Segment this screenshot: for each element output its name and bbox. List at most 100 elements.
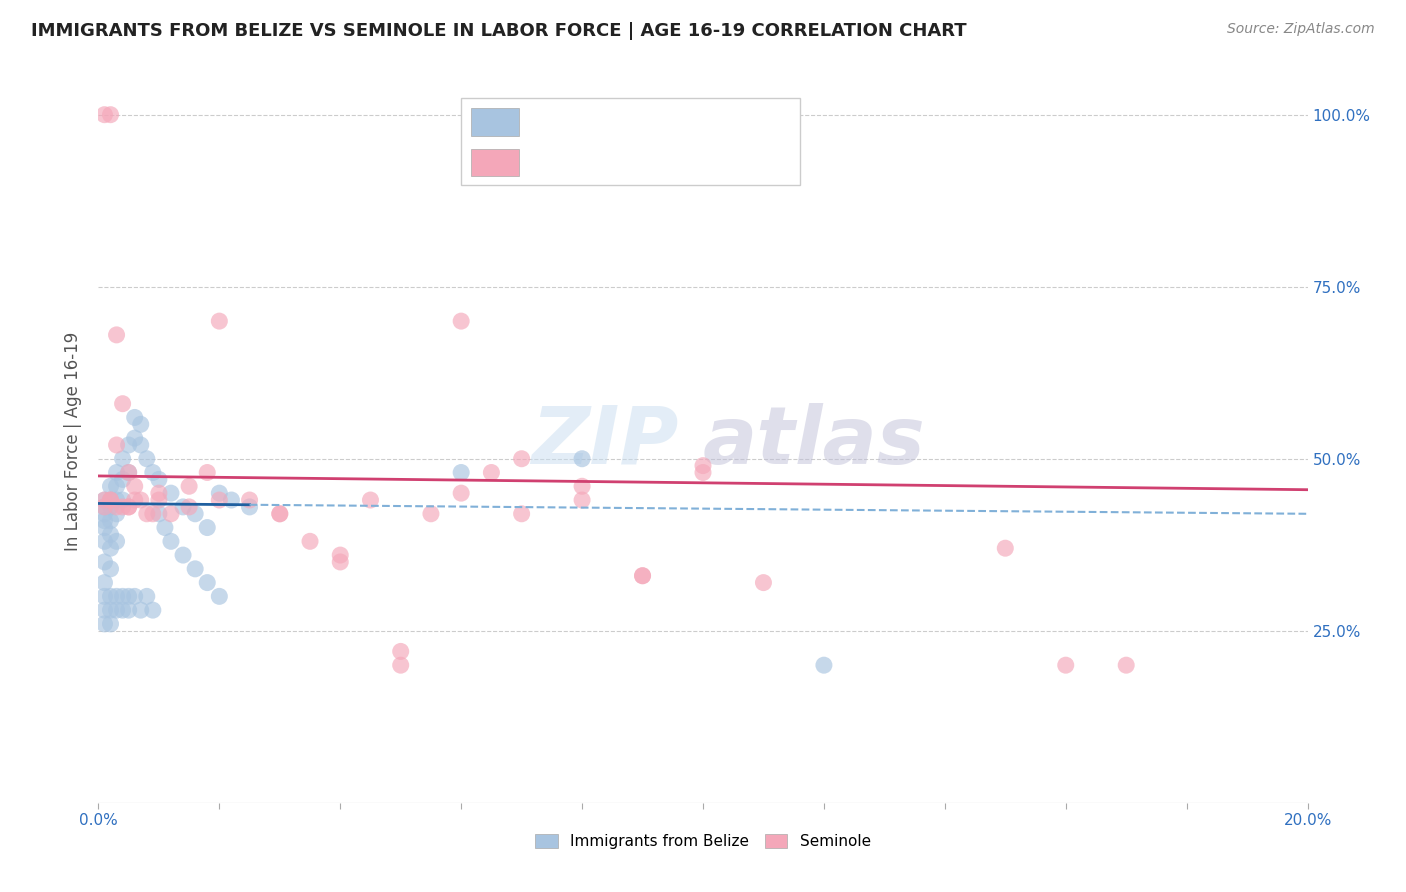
Point xyxy=(100,108,122,122)
Point xyxy=(692,466,714,480)
Point xyxy=(124,410,146,425)
Point xyxy=(118,438,141,452)
Point xyxy=(111,500,134,514)
Text: Source: ZipAtlas.com: Source: ZipAtlas.com xyxy=(1227,22,1375,37)
Point xyxy=(93,493,115,508)
Point xyxy=(172,500,194,514)
Text: IMMIGRANTS FROM BELIZE VS SEMINOLE IN LABOR FORCE | AGE 16-19 CORRELATION CHART: IMMIGRANTS FROM BELIZE VS SEMINOLE IN LA… xyxy=(31,22,966,40)
Point xyxy=(389,644,412,658)
Point xyxy=(195,520,218,534)
Point xyxy=(118,603,141,617)
Point xyxy=(100,590,122,604)
Y-axis label: In Labor Force | Age 16-19: In Labor Force | Age 16-19 xyxy=(65,332,83,551)
Point xyxy=(100,603,122,617)
Point xyxy=(93,616,115,631)
Point xyxy=(93,534,115,549)
Point xyxy=(221,493,243,508)
Point xyxy=(100,562,122,576)
Point xyxy=(129,603,152,617)
Point xyxy=(93,520,115,534)
Text: ZIP: ZIP xyxy=(531,402,679,481)
Point xyxy=(420,507,443,521)
Point xyxy=(100,493,122,508)
Point xyxy=(111,472,134,486)
Point xyxy=(142,507,165,521)
Point xyxy=(100,541,122,556)
Point xyxy=(118,500,141,514)
Point xyxy=(105,534,128,549)
Point xyxy=(208,314,231,328)
Point xyxy=(360,493,382,508)
Point xyxy=(179,479,201,493)
Point xyxy=(160,534,183,549)
Point xyxy=(111,603,134,617)
Point xyxy=(269,507,291,521)
Point xyxy=(93,500,115,514)
Point xyxy=(195,575,218,590)
Point xyxy=(100,493,122,508)
Point xyxy=(481,466,503,480)
Point xyxy=(93,500,115,514)
Point xyxy=(450,466,472,480)
Point xyxy=(329,548,352,562)
Point xyxy=(105,438,128,452)
Point xyxy=(239,500,262,514)
Point xyxy=(142,603,165,617)
Point xyxy=(124,431,146,445)
Point xyxy=(148,486,170,500)
Point xyxy=(105,507,128,521)
Point xyxy=(93,575,115,590)
Point xyxy=(389,658,412,673)
Point xyxy=(450,314,472,328)
Point xyxy=(93,555,115,569)
Point xyxy=(184,562,207,576)
Point xyxy=(111,451,134,466)
Point xyxy=(93,603,115,617)
Point xyxy=(135,507,157,521)
Point xyxy=(100,514,122,528)
Point xyxy=(994,541,1017,556)
Point xyxy=(142,466,165,480)
Point xyxy=(105,493,128,508)
Point xyxy=(93,507,115,521)
Point xyxy=(692,458,714,473)
Point xyxy=(208,493,231,508)
Point xyxy=(124,590,146,604)
Point xyxy=(571,479,593,493)
Point xyxy=(135,451,157,466)
Point xyxy=(329,555,352,569)
Point xyxy=(269,507,291,521)
Point xyxy=(148,472,170,486)
Point xyxy=(752,575,775,590)
Point xyxy=(160,486,183,500)
Point xyxy=(100,479,122,493)
Point xyxy=(124,479,146,493)
Point xyxy=(93,108,115,122)
Point xyxy=(813,658,835,673)
Point xyxy=(100,527,122,541)
Point xyxy=(510,451,533,466)
Point xyxy=(105,327,128,342)
Legend: Immigrants from Belize, Seminole: Immigrants from Belize, Seminole xyxy=(527,826,879,856)
Point xyxy=(129,417,152,432)
Point xyxy=(571,493,593,508)
Point xyxy=(93,493,115,508)
Point xyxy=(299,534,322,549)
Point xyxy=(631,568,654,582)
Point xyxy=(153,520,176,534)
Point xyxy=(118,466,141,480)
Point xyxy=(105,479,128,493)
Point xyxy=(100,616,122,631)
Point xyxy=(160,507,183,521)
Point xyxy=(111,493,134,508)
Point xyxy=(450,486,472,500)
Point xyxy=(208,486,231,500)
Point xyxy=(100,500,122,514)
Point xyxy=(148,493,170,508)
Text: atlas: atlas xyxy=(703,402,925,481)
Point xyxy=(105,590,128,604)
Point xyxy=(118,590,141,604)
Point xyxy=(111,397,134,411)
Point xyxy=(172,548,194,562)
Point xyxy=(239,493,262,508)
